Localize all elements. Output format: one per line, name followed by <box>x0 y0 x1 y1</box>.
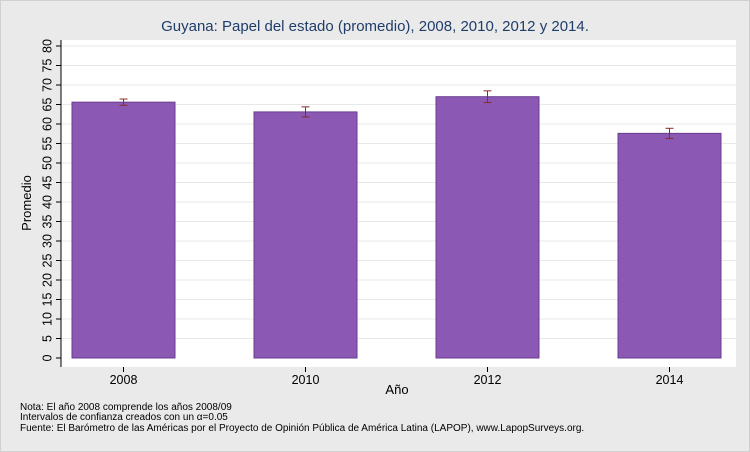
y-tick-label: 65 <box>40 98 54 112</box>
bar-2014 <box>617 132 722 359</box>
y-tick-label: 0 <box>40 354 54 361</box>
bar-2012 <box>435 96 540 359</box>
y-tick-label: 50 <box>40 156 54 170</box>
note-confidence: Intervalos de confianza creados con un α… <box>20 412 228 423</box>
chart-title: Guyana: Papel del estado (promedio), 200… <box>161 18 589 35</box>
x-tick-label: 2014 <box>656 373 684 387</box>
y-tick-label: 20 <box>40 273 54 287</box>
note-year: Nota: El año 2008 comprende los años 200… <box>20 402 232 413</box>
bar-2010 <box>253 111 358 359</box>
y-tick-label: 80 <box>40 39 54 53</box>
note-source: Fuente: El Barómetro de las Américas por… <box>20 423 584 434</box>
x-ticks: 2008 2010 2012 2014 <box>110 367 684 387</box>
y-tick-label: 10 <box>40 312 54 326</box>
y-tick-label: 45 <box>40 176 54 190</box>
y-tick-label: 25 <box>40 254 54 268</box>
x-tick-label: 2010 <box>292 373 320 387</box>
y-tick-label: 70 <box>40 78 54 92</box>
y-tick-label: 60 <box>40 117 54 131</box>
y-tick-label: 55 <box>40 137 54 151</box>
y-tick-label: 15 <box>40 293 54 307</box>
x-axis-label: Año <box>385 382 408 397</box>
y-tick-label: 40 <box>40 195 54 209</box>
y-axis-label: Promedio <box>19 175 34 231</box>
y-tick-label: 35 <box>40 215 54 229</box>
bars <box>71 96 722 359</box>
y-ticks: 0 5 10 15 20 25 30 35 40 45 50 55 60 65 70 75 80 <box>40 39 61 361</box>
y-tick-label: 30 <box>40 234 54 248</box>
bar-2008 <box>71 101 176 359</box>
x-tick-label: 2012 <box>474 373 502 387</box>
error-bars <box>119 90 674 139</box>
x-tick-label: 2008 <box>110 373 138 387</box>
y-tick-label: 5 <box>40 335 54 342</box>
y-tick-label: 75 <box>40 59 54 73</box>
